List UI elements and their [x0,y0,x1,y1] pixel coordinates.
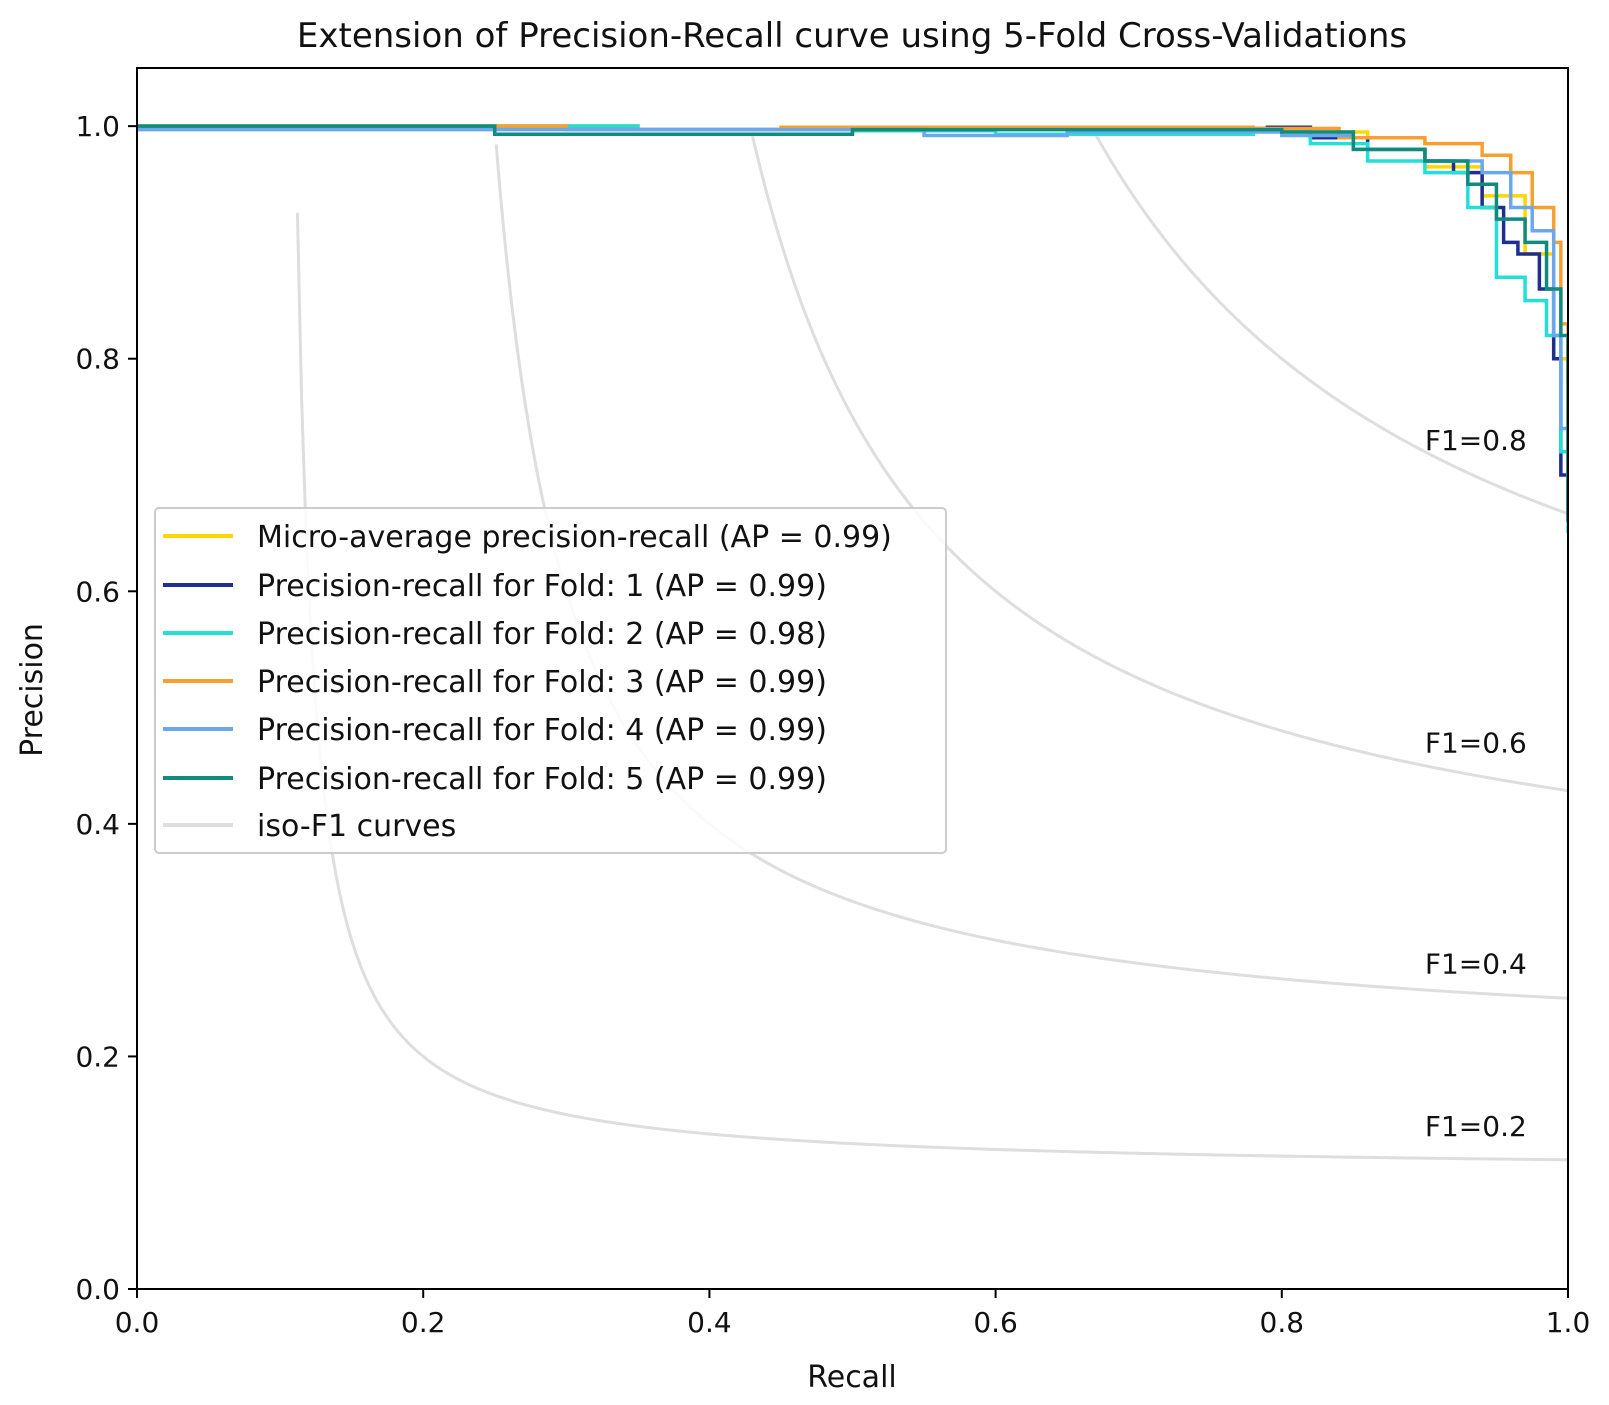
chart-title: Extension of Precision-Recall curve usin… [297,16,1407,56]
iso-f1-curve [750,132,1568,793]
legend: Micro-average precision-recall (AP = 0.9… [154,507,947,854]
legend-box [154,507,947,854]
iso-f1-label: F1=0.2 [1425,1110,1527,1143]
iso-f1-curve [295,212,1568,1162]
y-tick-label: 0.0 [75,1273,120,1306]
legend-label: iso-F1 curves [257,809,456,844]
x-tick-label: 0.8 [1260,1306,1305,1339]
y-axis-label: Precision [15,623,50,757]
y-tick-label: 1.0 [75,110,120,143]
series-line-3 [137,124,1568,382]
plot-frame [136,67,1569,1290]
x-tick-label: 0.6 [973,1306,1018,1339]
iso-f1-label: F1=0.8 [1425,424,1527,457]
series-line-4 [137,127,1568,522]
iso-f1-label: F1=0.6 [1425,726,1527,759]
legend-label: Precision-recall for Fold: 1 (AP = 0.99) [257,569,827,604]
y-tick-label: 0.2 [75,1040,120,1073]
y-tick-label: 0.6 [75,575,120,608]
legend-label: Precision-recall for Fold: 3 (AP = 0.99) [257,665,827,700]
x-tick-label: 1.0 [1546,1306,1591,1339]
x-tick-label: 0.2 [401,1306,446,1339]
x-tick-label: 0.4 [687,1306,732,1339]
axis-ticks: 0.0 0.2 0.4 0.6 0.8 1.0 0.0 0.2 0.4 0.6 0.8 1.0 [75,110,1590,1339]
series-line-2 [137,124,1568,534]
series-line-1 [137,124,1568,522]
series-line-0 [137,124,1568,522]
iso-f1-label: F1=0.4 [1425,947,1527,980]
legend-label: Precision-recall for Fold: 5 (AP = 0.99) [257,762,827,797]
x-axis-label: Recall [807,1360,897,1395]
legend-label: Micro-average precision-recall (AP = 0.9… [257,520,892,555]
x-tick-label: 0.0 [115,1306,160,1339]
y-tick-label: 0.8 [75,343,120,376]
iso-f1-curve [1091,128,1568,516]
legend-label: Precision-recall for Fold: 4 (AP = 0.99) [257,713,827,748]
series-line-5 [137,124,1568,522]
y-tick-label: 0.4 [75,808,120,841]
legend-label: Precision-recall for Fold: 2 (AP = 0.98) [257,617,827,652]
